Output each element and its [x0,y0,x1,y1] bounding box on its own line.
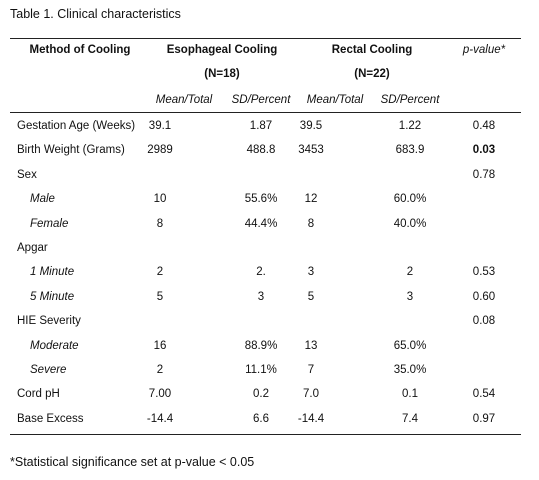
cell: 683.9 [395,144,425,157]
sub-row-label: 1 Minute [30,266,75,279]
cell: 35.0% [393,364,427,376]
bottom-rule [10,434,521,435]
row-label: Cord pH [17,388,60,401]
cell: 55.6% [244,193,278,206]
cell: 0.08 [472,315,496,328]
cell: 2989 [147,144,173,157]
cell: 3 [307,266,315,279]
cell: 7.00 [148,388,172,401]
cell: 5 [156,290,164,303]
sub-row-label: Severe [30,364,67,376]
top-rule [10,38,521,39]
cell: 2. [256,266,266,279]
cell: 3 [257,290,265,303]
cell: 0.97 [472,412,496,425]
column-header: Method of Cooling [29,44,131,56]
sub-row-label: Moderate [30,339,79,352]
cell: 8 [156,217,164,230]
cell: 0.78 [472,168,496,181]
cell: 44.4% [244,217,278,230]
cell: -14.4 [297,412,325,425]
column-header: Rectal Cooling [331,44,413,56]
row-label: HIE Severity [17,315,81,328]
cell: 0.48 [472,120,496,132]
cell: 2 [406,266,414,279]
cell: 6.6 [253,412,269,425]
sub-header: Mean/Total [155,94,213,106]
column-header: (N=22) [354,68,390,80]
cell: -14.4 [146,412,174,425]
sub-header: Mean/Total [306,94,364,106]
cell: 488.8 [246,144,276,157]
row-label: Sex [17,168,37,181]
cell: 13 [304,339,318,352]
cell: 0.53 [472,266,496,279]
cell: 39.1 [148,120,172,132]
cell: 88.9% [244,339,278,352]
sub-header: SD/Percent [380,94,440,106]
cell: 12 [304,193,318,206]
footnote: *Statistical significance set at p-value… [10,455,255,469]
table-title: Table 1. Clinical characteristics [10,7,181,21]
cell: 10 [153,193,167,206]
cell: 0.2 [253,388,269,401]
cell: 7.0 [303,388,319,401]
row-label: Base Excess [17,412,84,425]
column-header: p-value* [462,44,506,56]
sub-row-label: 5 Minute [30,290,75,303]
column-header: (N=18) [204,68,240,80]
cell: 0.1 [402,388,418,401]
cell: 2 [156,266,164,279]
sub-row-label: Male [30,193,55,206]
row-label: Apgar [17,242,48,254]
row-label: Birth Weight (Grams) [17,144,125,157]
cell: 1.87 [249,120,273,132]
cell: 7.4 [402,412,418,425]
column-header: Esophageal Cooling [166,44,278,56]
header-rule [10,112,521,113]
cell: 60.0% [393,193,427,206]
cell: 0.54 [472,388,496,401]
cell: 2 [156,364,164,376]
sub-header: SD/Percent [231,94,291,106]
cell: 3 [406,290,414,303]
cell: 3453 [298,144,324,157]
cell: 11.1% [245,364,277,376]
cell: 8 [307,217,315,230]
cell: 40.0% [393,217,427,230]
sub-row-label: Female [30,217,69,230]
cell: 39.5 [299,120,323,132]
cell: 0.60 [472,290,496,303]
row-label: Gestation Age (Weeks) [17,120,136,132]
cell: 7 [307,364,315,376]
cell: 0.03 [472,144,496,157]
cell: 1.22 [398,120,422,132]
cell: 65.0% [393,339,427,352]
cell: 5 [307,290,315,303]
cell: 16 [153,339,167,352]
